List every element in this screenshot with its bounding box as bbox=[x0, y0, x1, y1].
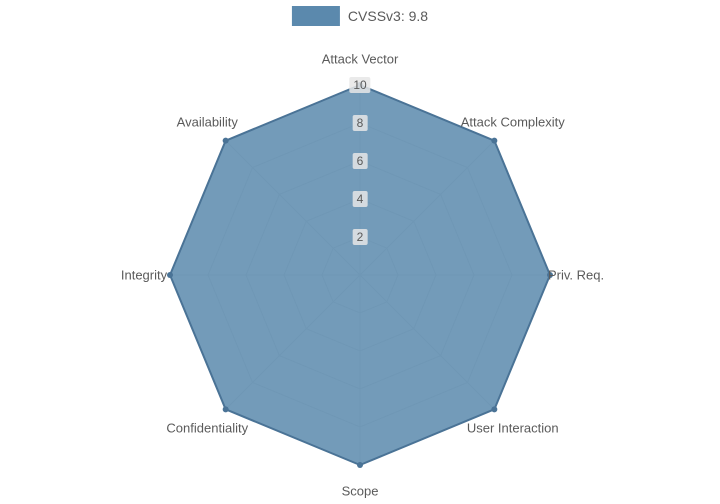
axis-label: Confidentiality bbox=[166, 420, 248, 435]
radar-svg bbox=[0, 0, 720, 504]
axis-label: Scope bbox=[342, 484, 379, 499]
axis-label: Availability bbox=[177, 115, 238, 130]
cvss-radar-chart: CVSSv3: 9.8 Attack Vector Attack Complexi… bbox=[0, 0, 720, 504]
legend-swatch bbox=[292, 6, 340, 26]
tick-label: 10 bbox=[349, 77, 370, 93]
axis-label: Attack Complexity bbox=[461, 115, 565, 130]
tick-label: 8 bbox=[353, 115, 368, 131]
axis-label: Priv. Req. bbox=[548, 268, 604, 283]
axis-label: User Interaction bbox=[467, 420, 559, 435]
tick-label: 6 bbox=[353, 153, 368, 169]
chart-legend: CVSSv3: 9.8 bbox=[292, 6, 428, 26]
tick-label: 4 bbox=[353, 191, 368, 207]
legend-label: CVSSv3: 9.8 bbox=[348, 8, 428, 24]
axis-label: Integrity bbox=[121, 268, 167, 283]
tick-label: 2 bbox=[353, 229, 368, 245]
axis-label: Attack Vector bbox=[322, 52, 399, 67]
